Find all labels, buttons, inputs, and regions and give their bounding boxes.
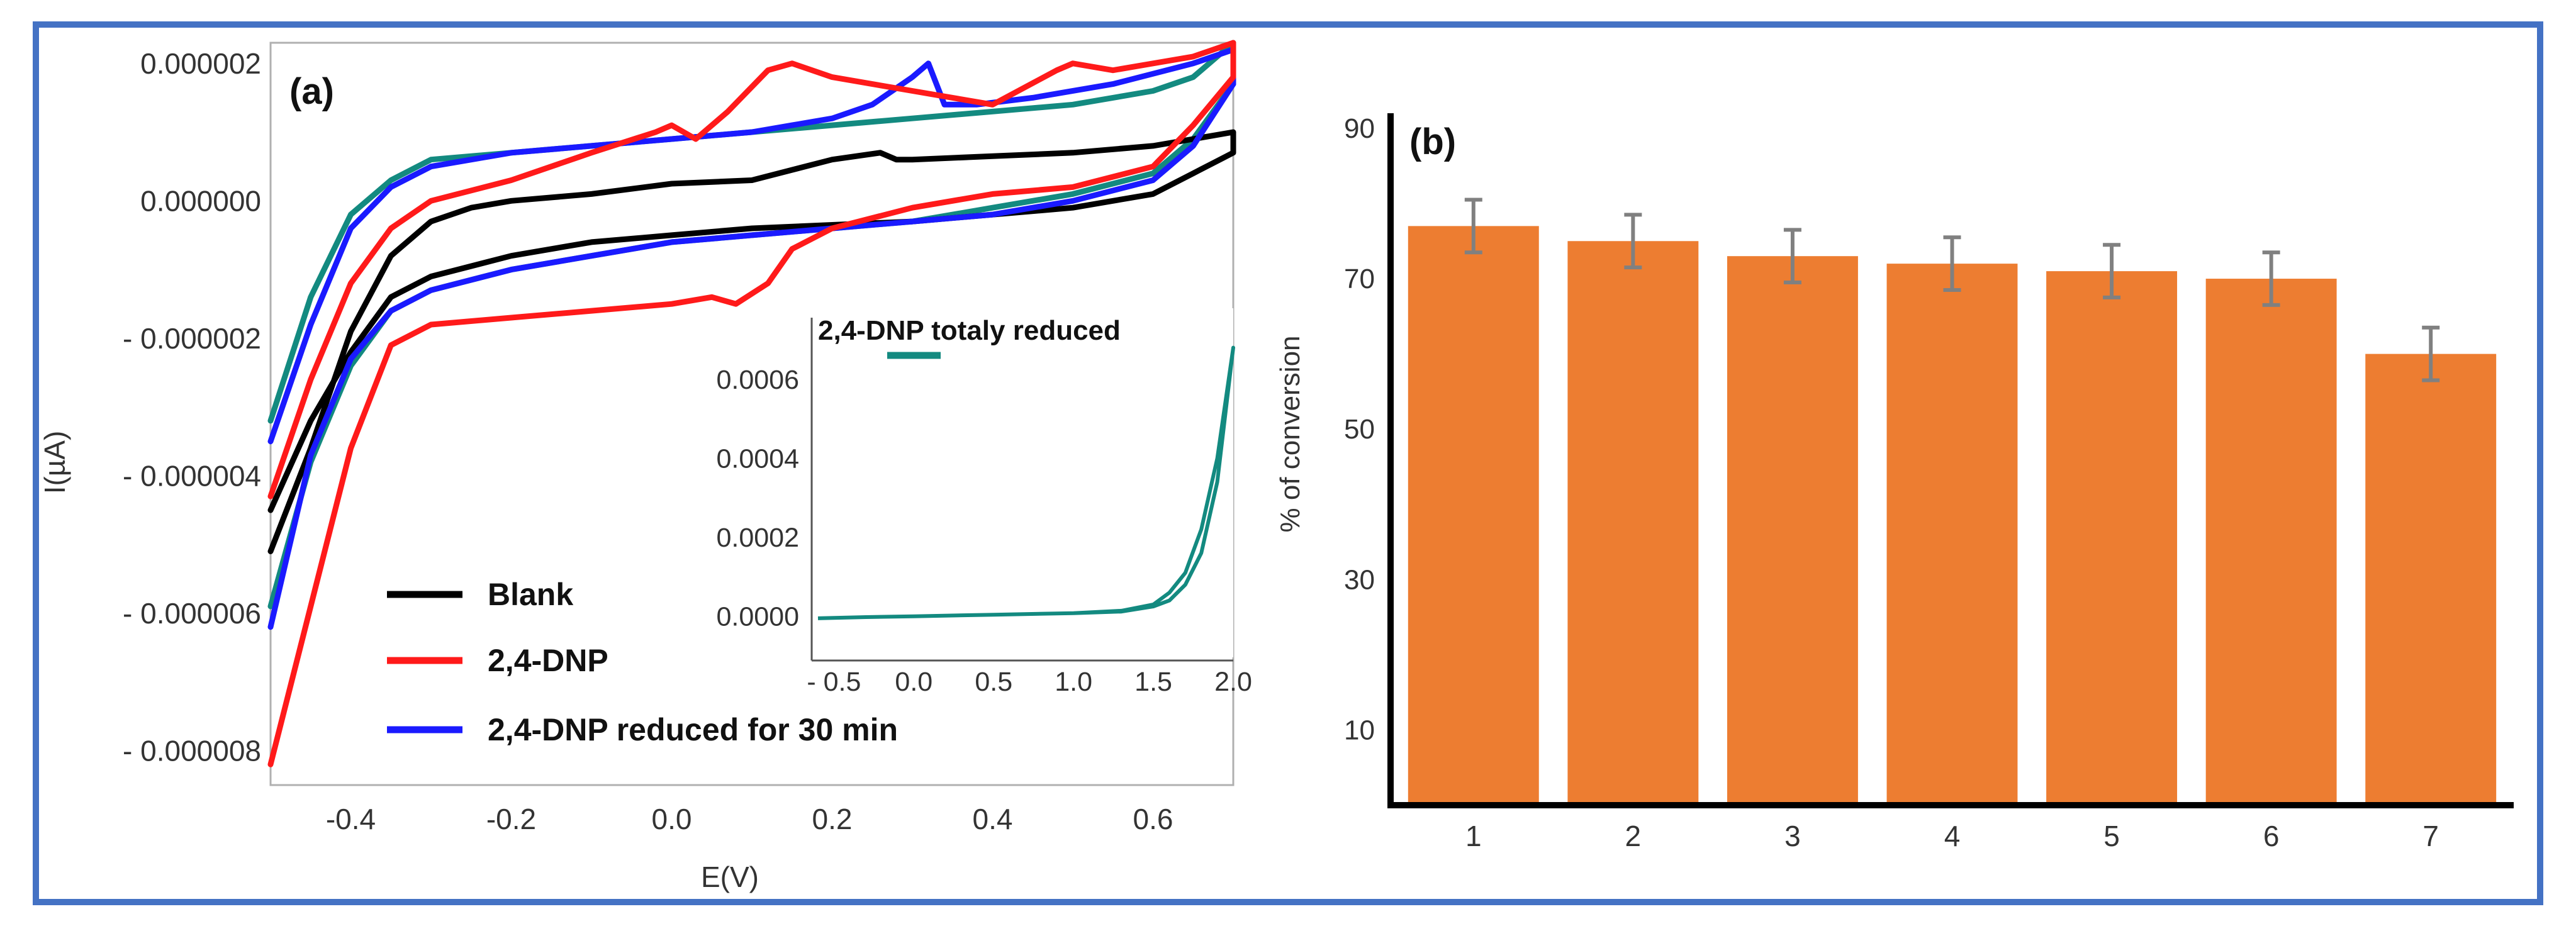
bar-7 [2365,354,2497,805]
panel-b-label: (b) [1409,121,1456,162]
panel-b-x-ticks: 1 2 3 4 5 6 7 [1465,820,2439,852]
inset-y-tick-label: 0.0002 [716,523,799,553]
inset-x-tick-label: 2.0 [1214,667,1252,697]
panel-a-y-tick-label: - 0.000006 [123,597,261,630]
inset-x-tick-label: 1.5 [1134,667,1172,697]
series-line-2-4-dnp-reduced-for-30-min [267,47,1236,630]
panel-a-y-tick-label: 0.000002 [140,47,261,80]
panel-a-y-tick-label: - 0.000008 [123,734,261,767]
inset-series [817,345,1235,620]
panel-b-bars [1408,198,2497,806]
panel-a: (a) 0.000002 0.000000 - 0.000002 - 0.000004… [38,40,1252,893]
inset-series-line-totaly-reduced [817,345,1235,620]
panel-a-x-tick-label: 0.4 [973,803,1013,835]
series-line-2-4-dnp [267,40,1236,767]
panel-a-inset: 2,4-DNP totaly reduced 0.00000.00020.000… [716,308,1252,697]
panel-b-y-tick-label: 50 [1344,414,1375,445]
panel-b-x-tick-label: 3 [1784,820,1801,852]
panel-a-x-tick-label: 0.0 [652,803,692,835]
panel-b-y-tick-label: 10 [1344,715,1375,745]
inset-background [818,308,1233,657]
panel-a-y-axis-label: I(µA) [38,431,71,494]
panel-b-x-tick-label: 7 [2422,820,2439,852]
panel-a-x-ticks: -0.4 -0.2 0.0 0.2 0.4 0.6 [326,803,1173,835]
panel-a-x-tick-label: -0.4 [326,803,376,835]
panel-a-x-tick-label: -0.2 [486,803,536,835]
inset-x-tick-label: 0.0 [895,667,932,697]
panel-a-y-tick-label: - 0.000004 [123,459,261,492]
panel-b-x-tick-label: 5 [2103,820,2120,852]
inset-x-ticks: - 0.5 0.0 0.5 1.0 1.5 2.0 [807,667,1252,697]
bar-6 [2205,279,2337,806]
bar-1 [1408,226,1539,805]
panel-a-y-ticks: 0.000002 0.000000 - 0.000002 - 0.000004 - 0.… [123,47,261,767]
bar-5 [2046,271,2178,806]
panel-b-y-axis-label: % of conversion [1275,335,1306,532]
panel-b-y-tick-label: 90 [1344,113,1375,144]
panel-b: (b) % of conversion 10 30 50 70 90 1 2 3 4 5 6 7 [1275,113,2514,852]
panel-a-x-tick-label: 0.2 [812,803,853,835]
panel-a-y-tick-label: - 0.000002 [123,322,261,355]
bar-3 [1727,256,1858,805]
panel-a-label: (a) [289,71,334,112]
inset-x-tick-label: 1.0 [1055,667,1092,697]
inset-y-tick-label: 0.0004 [716,443,799,474]
series-line-blank [267,129,1236,554]
legend-label-dnp: 2,4-DNP [488,643,608,678]
inset-y-ticks: 0.0000 0.0002 0.0004 0.0006 [716,365,799,632]
inset-y-tick-label: 0.0006 [716,365,799,395]
panel-b-x-tick-label: 2 [1625,820,1642,852]
inset-x-tick-label: 0.5 [975,667,1012,697]
panel-b-x-tick-label: 1 [1465,820,1482,852]
legend-label-reduced-30: 2,4-DNP reduced for 30 min [488,712,898,747]
panel-a-series [267,40,1236,767]
panel-b-x-tick-label: 4 [1944,820,1961,852]
panel-b-y-ticks: 10 30 50 70 90 [1344,113,1375,746]
inset-x-tick-label: - 0.5 [807,667,861,697]
panel-a-x-axis-label: E(V) [701,861,759,893]
inset-legend-label: 2,4-DNP totaly reduced [818,315,1121,346]
bar-2 [1567,241,1699,805]
panel-b-x-tick-label: 6 [2263,820,2280,852]
panel-b-y-tick-label: 70 [1344,264,1375,294]
legend-label-blank: Blank [488,577,573,612]
bar-4 [1886,264,2018,805]
panel-a-y-tick-label: 0.000000 [140,184,261,217]
panel-a-legend: Blank 2,4-DNP 2,4-DNP reduced for 30 min [387,577,898,747]
inset-y-tick-label: 0.0000 [716,602,799,632]
panel-b-y-tick-label: 30 [1344,564,1375,595]
panel-a-x-tick-label: 0.6 [1133,803,1173,835]
